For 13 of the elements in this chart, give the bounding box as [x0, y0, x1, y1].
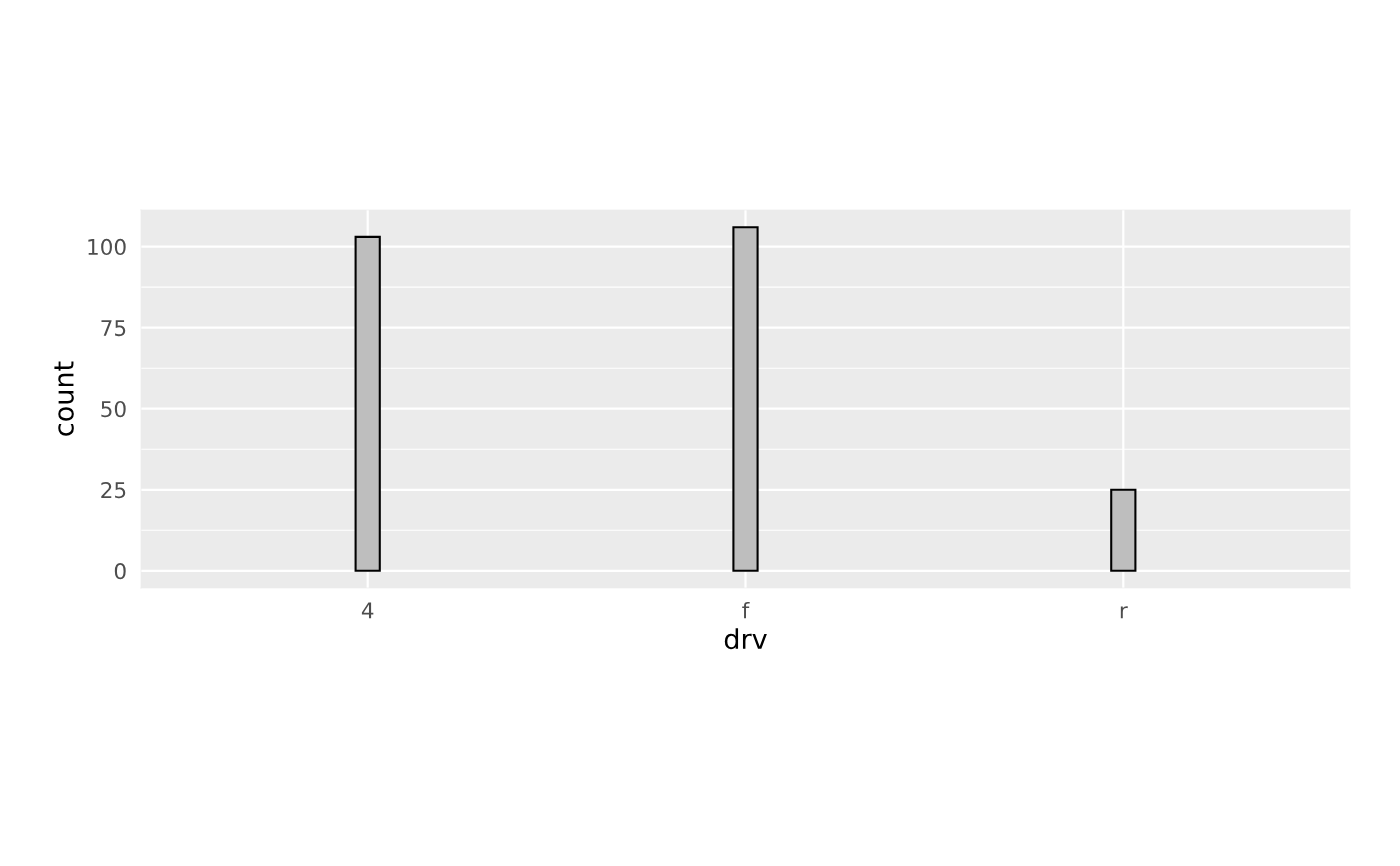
x-tick-label: r	[1120, 606, 1128, 619]
x-tick-label: 4	[361, 602, 374, 619]
y-tick-label: 0	[114, 563, 126, 580]
y-tick-label: 75	[101, 320, 126, 337]
bar	[732, 226, 759, 572]
y-axis-title: count	[54, 361, 74, 436]
x-tick-label: f	[742, 601, 750, 619]
bar	[1110, 488, 1137, 572]
y-tick-label: 50	[101, 400, 126, 418]
x-axis-title: drv	[724, 628, 767, 650]
y-tick-label: 100	[88, 238, 126, 256]
y-tick-label: 25	[101, 481, 126, 499]
bar	[354, 235, 381, 572]
